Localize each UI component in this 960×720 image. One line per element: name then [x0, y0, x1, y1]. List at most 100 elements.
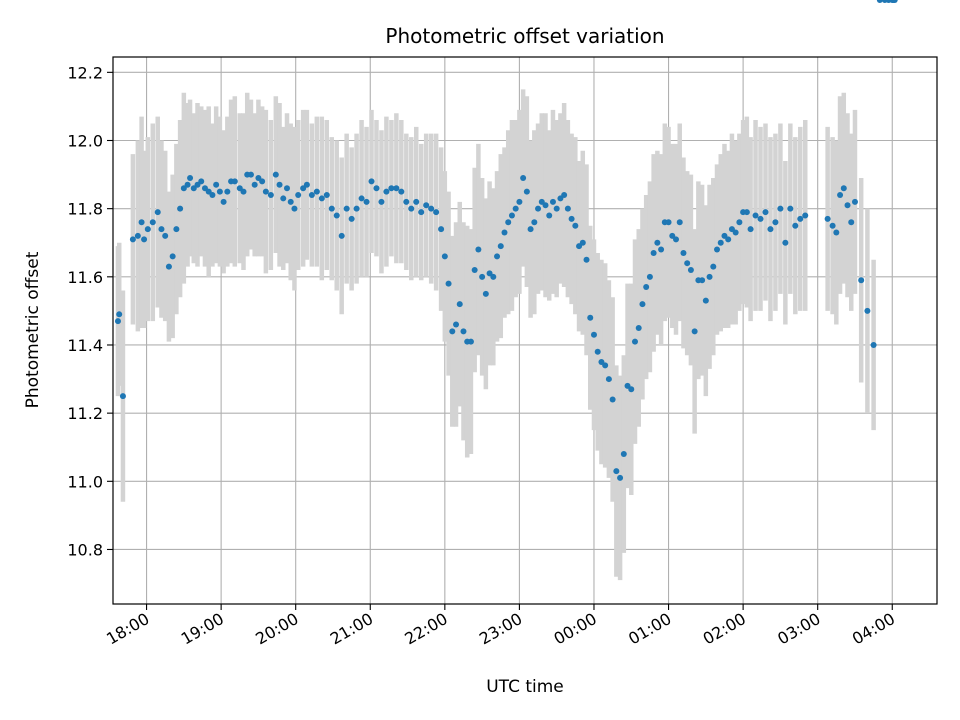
data-point: [259, 178, 266, 185]
data-point: [467, 338, 474, 345]
data-point: [628, 386, 635, 393]
data-points: [114, 0, 898, 481]
data-point: [876, 0, 883, 3]
y-tick-label: 11.0: [67, 472, 103, 491]
data-point: [184, 181, 191, 188]
data-point: [646, 273, 653, 280]
data-point: [154, 209, 161, 216]
data-point: [116, 311, 123, 318]
data-point: [564, 205, 571, 212]
y-tick-label: 11.2: [67, 404, 103, 423]
y-axis-label: Photometric offset: [23, 251, 43, 408]
data-point: [165, 263, 172, 270]
data-point: [531, 219, 538, 226]
y-tick-label: 11.8: [67, 200, 103, 219]
data-point: [114, 318, 121, 325]
data-point: [482, 290, 489, 297]
data-point: [383, 188, 390, 195]
data-point: [276, 181, 283, 188]
data-point: [725, 236, 732, 243]
data-point: [605, 376, 612, 383]
data-point: [363, 198, 370, 205]
data-point: [699, 277, 706, 284]
data-point: [209, 192, 216, 199]
data-point: [542, 202, 549, 209]
data-point: [267, 192, 274, 199]
data-point: [318, 195, 325, 202]
data-point: [213, 181, 220, 188]
data-point: [553, 205, 560, 212]
data-point: [479, 273, 486, 280]
data-point: [251, 181, 258, 188]
data-point: [393, 185, 400, 192]
data-point: [802, 212, 809, 219]
data-point: [198, 178, 205, 185]
data-point: [714, 246, 721, 253]
data-point: [173, 226, 180, 233]
data-point: [313, 188, 320, 195]
data-point: [613, 468, 620, 475]
data-point: [403, 198, 410, 205]
data-point: [378, 198, 385, 205]
data-point: [732, 229, 739, 236]
data-point: [141, 236, 148, 243]
data-point: [829, 222, 836, 229]
data-point: [572, 222, 579, 229]
data-point: [501, 229, 508, 236]
data-point: [691, 328, 698, 335]
data-point: [631, 338, 638, 345]
data-point: [851, 198, 858, 205]
data-point: [858, 277, 865, 284]
data-point: [635, 324, 642, 331]
data-point: [187, 174, 194, 181]
data-point: [516, 198, 523, 205]
data-point: [561, 192, 568, 199]
data-point: [568, 215, 575, 222]
data-point: [840, 185, 847, 192]
data-point: [643, 284, 650, 291]
data-point: [323, 192, 330, 199]
data-point: [433, 209, 440, 216]
data-point: [368, 178, 375, 185]
data-point: [833, 229, 840, 236]
data-point: [418, 209, 425, 216]
y-tick-label: 11.6: [67, 268, 103, 287]
data-point: [408, 205, 415, 212]
data-point: [328, 205, 335, 212]
data-point: [134, 232, 141, 239]
data-point: [602, 362, 609, 369]
data-point: [428, 205, 435, 212]
data-point: [158, 226, 165, 233]
data-point: [441, 253, 448, 260]
y-axis-ticks: 10.8 11.0 11.2 11.4 11.6 11.8 12.0 12.2: [67, 63, 113, 559]
data-point: [280, 195, 287, 202]
data-point: [702, 297, 709, 304]
data-point: [287, 198, 294, 205]
data-point: [706, 273, 713, 280]
data-point: [505, 219, 512, 226]
data-point: [777, 205, 784, 212]
data-point: [870, 341, 877, 348]
data-point: [283, 185, 290, 192]
data-point: [797, 215, 804, 222]
data-point: [373, 185, 380, 192]
data-point: [231, 178, 238, 185]
data-point: [353, 205, 360, 212]
data-point: [291, 205, 298, 212]
data-point: [546, 212, 553, 219]
data-point: [413, 198, 420, 205]
data-point: [348, 215, 355, 222]
data-point: [680, 249, 687, 256]
data-point: [475, 246, 482, 253]
data-point: [594, 348, 601, 355]
data-point: [752, 212, 759, 219]
data-point: [743, 209, 750, 216]
data-point: [710, 263, 717, 270]
data-point: [824, 215, 831, 222]
data-point: [520, 174, 527, 181]
data-point: [144, 226, 151, 233]
data-point: [308, 192, 315, 199]
data-point: [169, 253, 176, 260]
chart-title: Photometric offset variation: [385, 24, 664, 48]
